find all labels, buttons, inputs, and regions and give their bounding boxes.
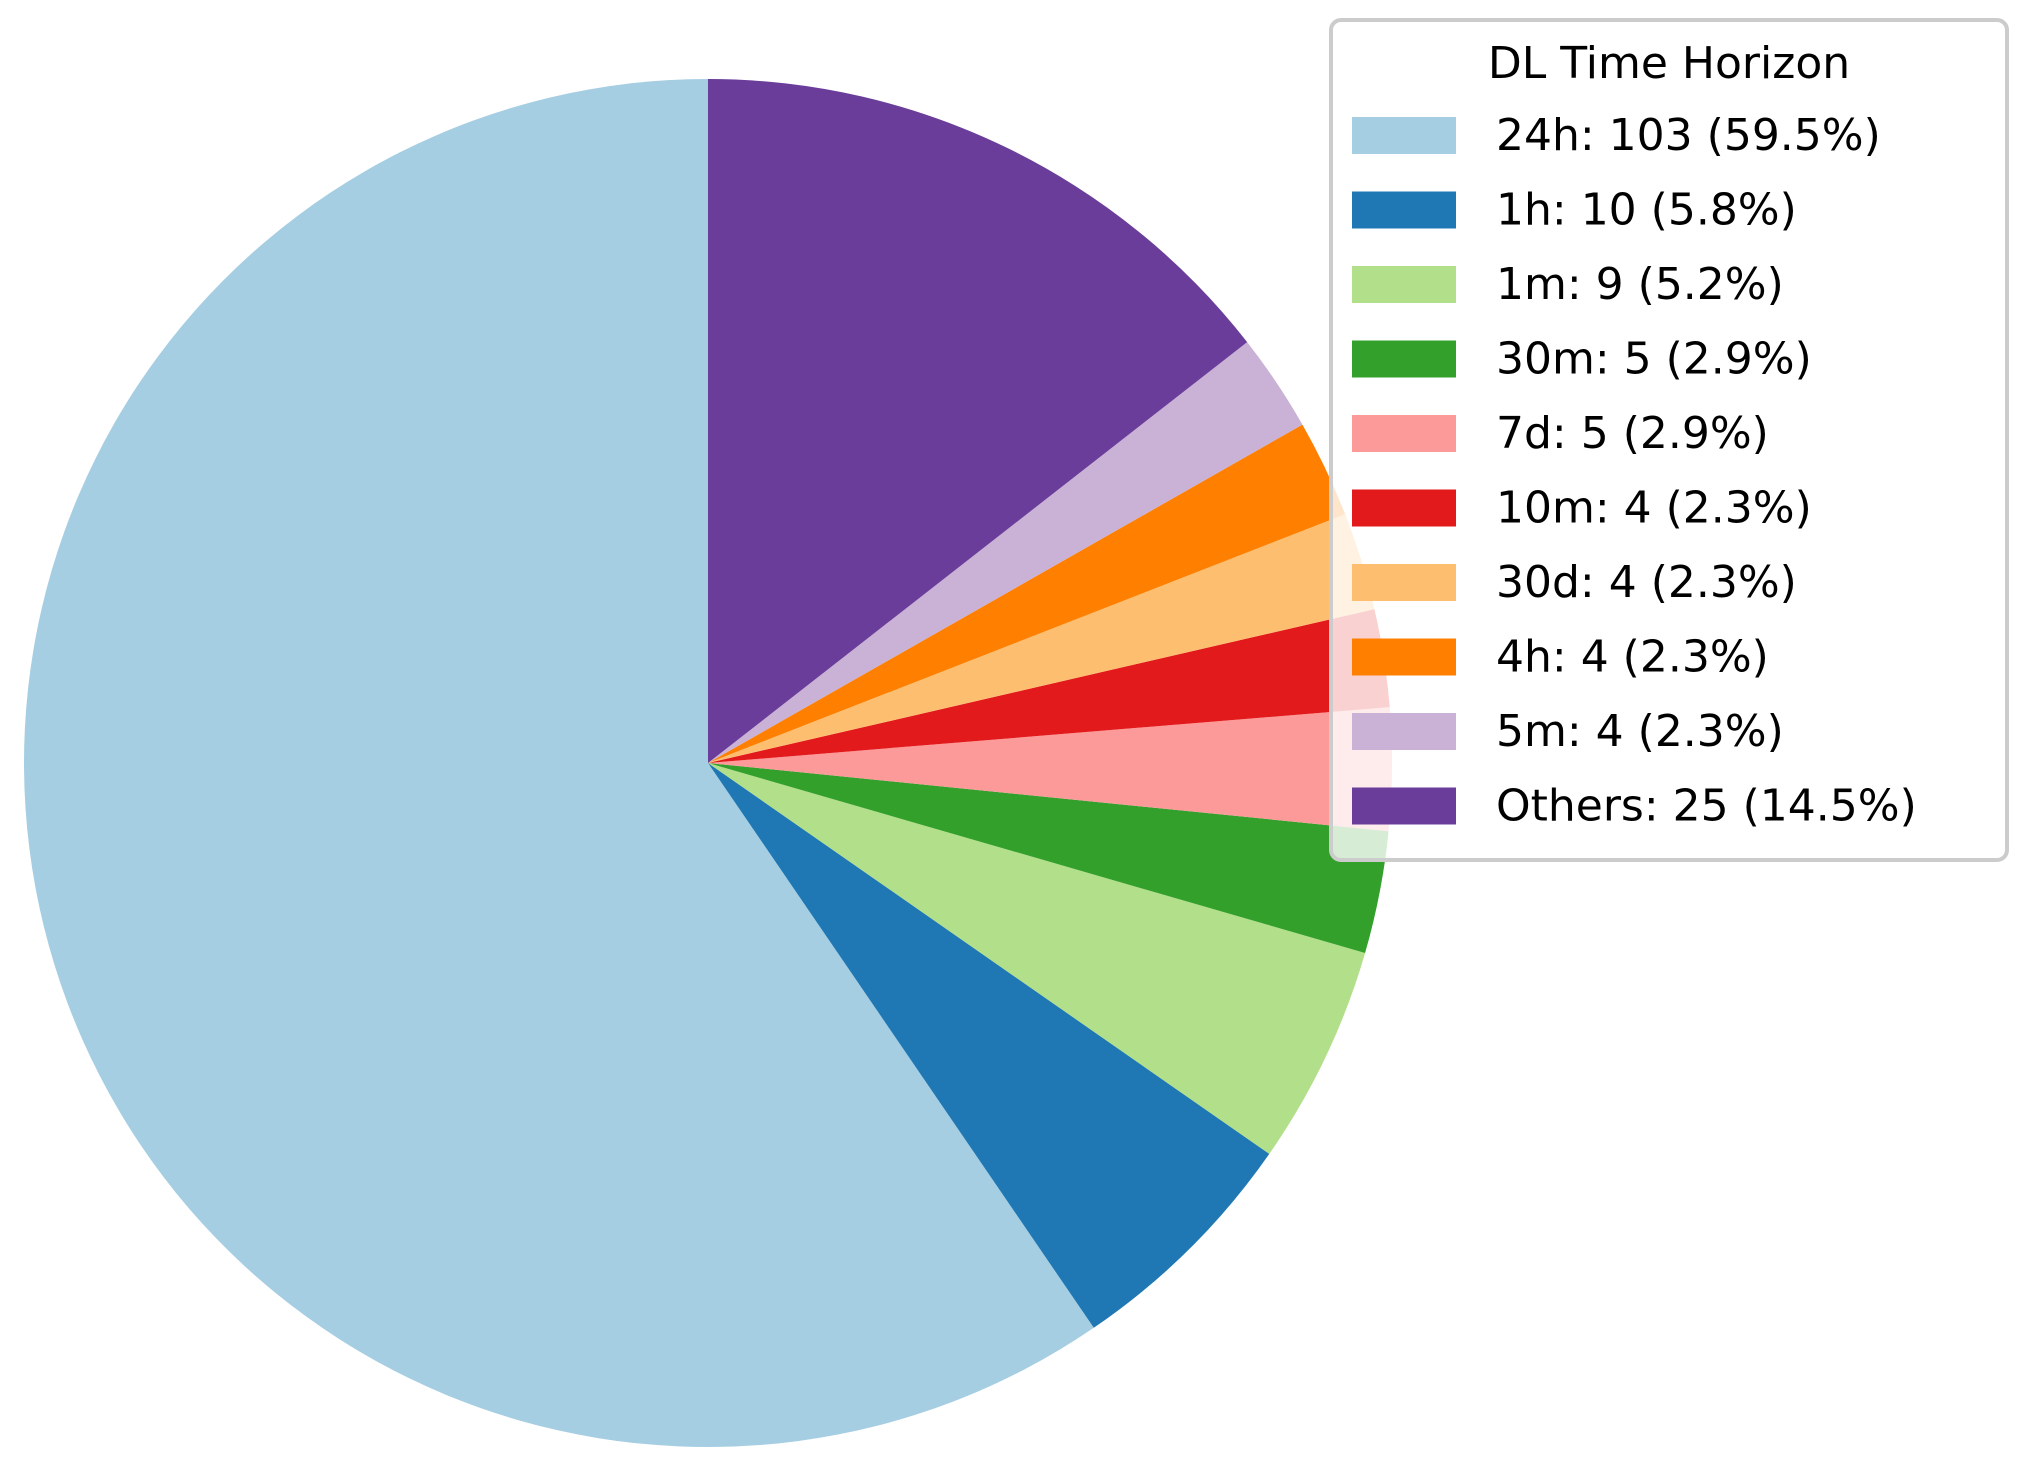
legend-swatch-5m	[1352, 713, 1456, 750]
legend-label-5m: 5m: 4 (2.3%)	[1496, 706, 1784, 757]
legend-label-30d: 30d: 4 (2.3%)	[1496, 557, 1797, 608]
pie-slice-1m	[708, 763, 1366, 1154]
legend-title: DL Time Horizon	[1488, 38, 1850, 89]
legend-swatch-1m	[1352, 266, 1456, 303]
legend-swatch-others	[1352, 787, 1456, 825]
pie-slice-30m	[708, 763, 1389, 953]
legend-label-1m: 1m: 9 (5.2%)	[1496, 259, 1784, 310]
pie-slice-7d	[708, 707, 1393, 832]
legend: DL Time Horizon 24h: 103 (59.5%) 1h: 10 (…	[1329, 18, 2009, 862]
pie-slice-24h	[23, 79, 1094, 1447]
legend-swatch-7d	[1352, 415, 1456, 452]
pie-slice-4h	[708, 424, 1346, 763]
pie-slice-others	[708, 79, 1248, 763]
pie-slices	[23, 79, 1393, 1447]
legend-swatch-30m	[1352, 340, 1456, 378]
legend-label-4h: 4h: 4 (2.3%)	[1496, 632, 1769, 683]
legend-swatch-30d	[1352, 564, 1456, 601]
legend-label-30m: 30m: 5 (2.9%)	[1496, 334, 1812, 385]
legend-swatch-1h	[1352, 191, 1456, 229]
pie-slice-10m	[708, 609, 1390, 763]
pie-slice-1h	[708, 763, 1270, 1328]
legend-swatch-4h	[1352, 638, 1456, 676]
legend-label-24h: 24h: 103 (59.5%)	[1496, 110, 1881, 161]
legend-label-others: Others: 25 (14.5%)	[1496, 781, 1917, 832]
legend-swatch-10m	[1352, 489, 1456, 527]
pie-slice-30d	[708, 514, 1375, 763]
pie-slice-5m	[708, 342, 1303, 763]
legend-label-7d: 7d: 5 (2.9%)	[1496, 408, 1769, 459]
legend-swatch-24h	[1352, 117, 1456, 154]
legend-frame	[1329, 18, 2009, 862]
legend-label-10m: 10m: 4 (2.3%)	[1496, 483, 1812, 534]
legend-label-1h: 1h: 10 (5.8%)	[1496, 185, 1797, 236]
legend-entries: 24h: 103 (59.5%) 1h: 10 (5.8%) 1m: 9 (5.2%…	[1352, 110, 1917, 832]
